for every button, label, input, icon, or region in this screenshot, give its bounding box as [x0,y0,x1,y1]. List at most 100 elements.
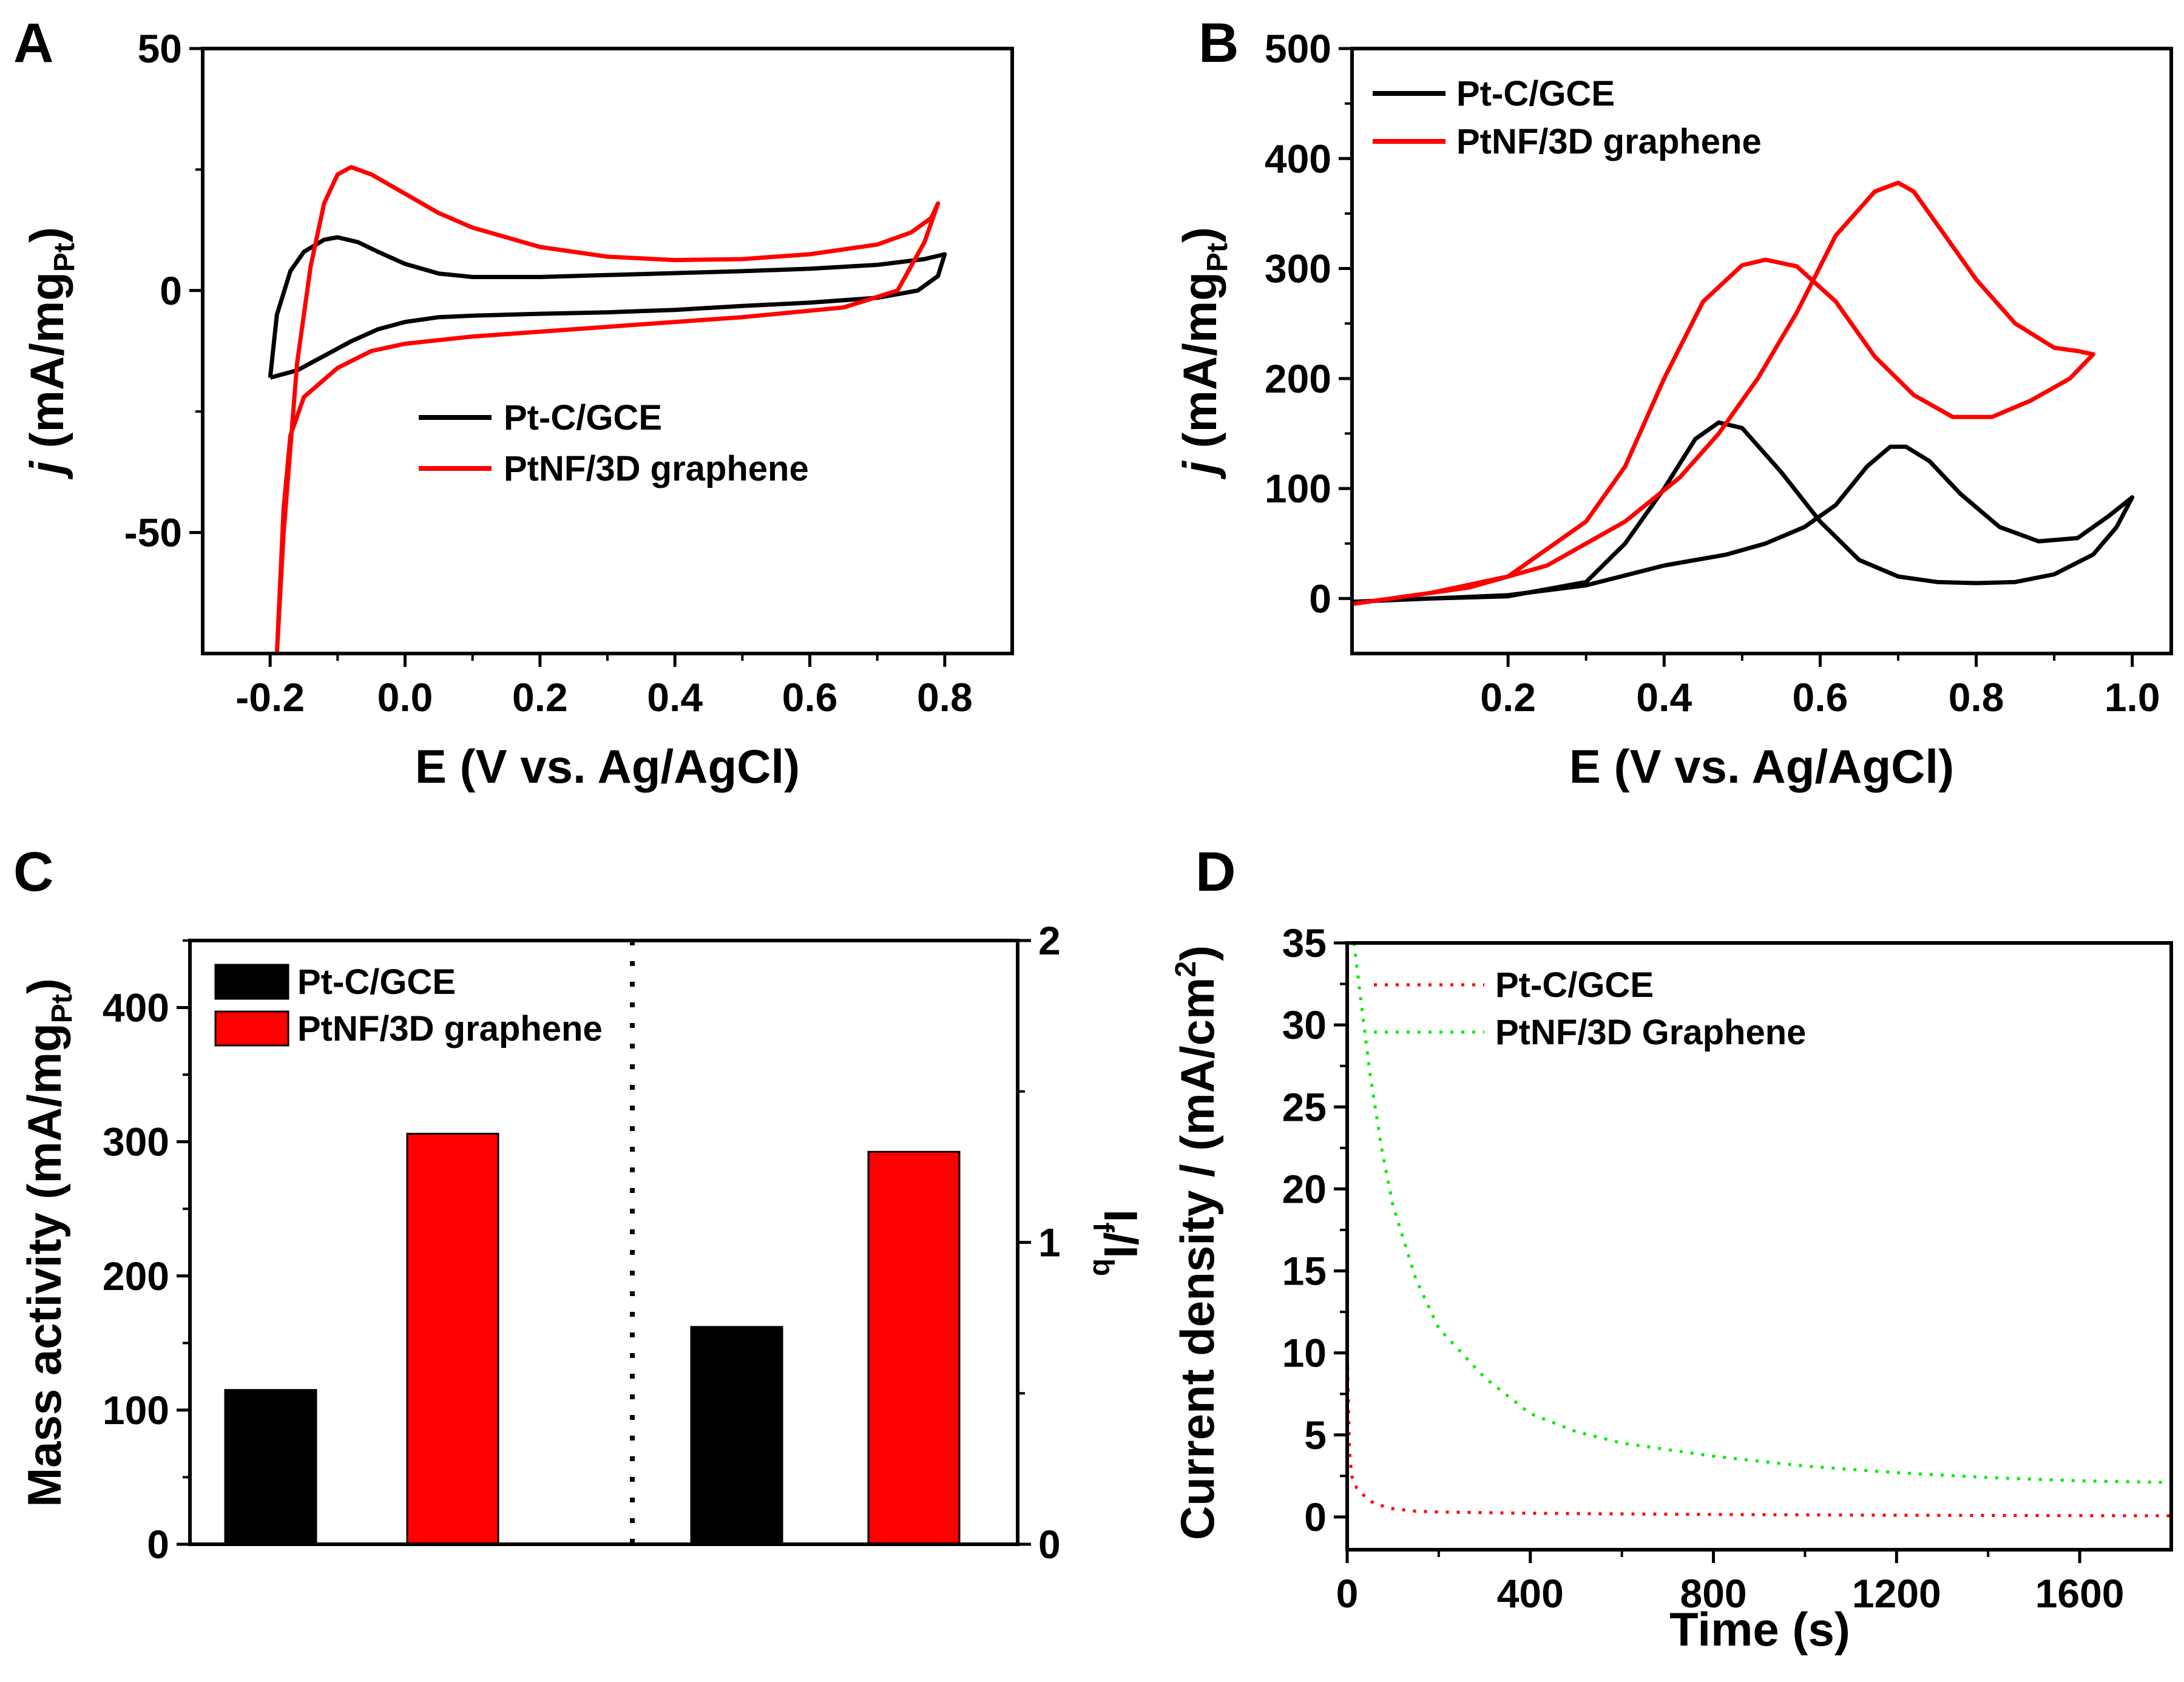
legend-c-label-0: Pt-C/GCE [297,962,456,1002]
y-tick-label-d-7: 35 [1282,920,1327,965]
x-tick-label-a-5: 0.8 [917,675,973,720]
y-right-tick-label-c-0: 0 [1038,1522,1061,1567]
x-tick-label-a-1: 0.0 [377,675,433,720]
y-axis-label-d-close: ) [1171,945,1224,961]
panel-label-a: A [13,12,53,74]
series-line-d-0 [1347,1345,2171,1518]
legend-c-label-1: PtNF/3D graphene [297,1009,603,1049]
y-axis-label-b-close: ) [1173,227,1226,243]
y-right-tick-label-c-1: 1 [1038,1220,1061,1265]
y-axis-label-b: j (mA/mgPt) [1173,227,1234,480]
y-tick-label-c-3: 300 [103,1120,169,1164]
bar-c-0-1 [406,1132,499,1545]
y-axis-label-c-close: ) [18,978,71,994]
y-tick-label-a-1: 0 [160,268,182,313]
y-axis-label-a-sub: Pt [49,243,81,272]
y-axis-label-c-right-a-sub: f [1087,1223,1119,1233]
legend-a: Pt-C/GCE PtNF/3D graphene [419,398,809,488]
y-axis-label-a-main: (mA/mg [20,272,73,461]
series-line-b-1 [1352,180,2095,606]
y-axis-label-c-right-b-sub: b [1087,1258,1119,1276]
plot-frame-a [201,47,1014,655]
x-tick-label-b-2: 0.6 [1793,675,1848,720]
y-tick-label-d-4: 20 [1282,1166,1327,1211]
bar-c-1-1 [867,1150,961,1545]
y-tick-label-c-1: 100 [103,1388,169,1433]
y-axis-label-b-sub: Pt [1202,243,1234,272]
legend-d: Pt-C/GCE PtNF/3D Graphene [1374,965,1806,1052]
x-tick-label-d-3: 1200 [1852,1571,1941,1616]
legend-d-label-0: Pt-C/GCE [1495,965,1654,1005]
y-tick-label-d-3: 15 [1282,1249,1327,1294]
legend-c: Pt-C/GCE PtNF/3D graphene [214,962,603,1049]
y-axis-label-a: j (mA/mgPt) [20,227,81,480]
series-line-a-0 [268,235,947,380]
legend-b-label-1: PtNF/3D graphene [1456,122,1762,161]
y-tick-label-c-0: 0 [147,1522,169,1567]
x-tick-label-b-0: 0.2 [1480,675,1536,720]
panel-label-c: C [13,841,53,903]
y-tick-label-d-2: 10 [1282,1331,1327,1376]
x-tick-label-a-3: 0.4 [647,675,703,720]
legend-a-label-1: PtNF/3D graphene [504,449,809,488]
legend-d-label-1: PtNF/3D Graphene [1495,1013,1806,1052]
y-tick-label-b-0: 0 [1309,576,1331,621]
series-line-b-0 [1352,420,2135,604]
legend-a-label-0: Pt-C/GCE [504,398,662,437]
panel-a: A -0.2 0.0 0.2 0.4 0.6 0.8 -50 0 50 E (V vs. Ag/… [13,12,1014,793]
y-axis-label-c: Mass activity (mA/mgPt) [18,978,78,1507]
y-axis-label-c-right-a: I [1094,1209,1148,1223]
y-axis-label-c-main: Mass activity (mA/mg [18,1023,71,1507]
bar-c-1-0 [690,1326,783,1545]
x-tick-label-b-1: 0.4 [1636,675,1692,720]
x-tick-label-d-0: 0 [1336,1571,1359,1616]
y-right-tick-label-c-2: 2 [1038,918,1061,963]
y-axis-label-d: Current density / (mA/cm2) [1170,945,1224,1540]
x-tick-label-d-4: 1600 [2035,1571,2125,1616]
bar-c-0-0 [224,1389,317,1545]
x-tick-label-d-1: 400 [1497,1571,1564,1616]
y-tick-label-d-1: 5 [1304,1413,1327,1457]
x-axis-label-a: E (V vs. Ag/AgCl) [415,740,800,793]
y-axis-label-c-sub: Pt [46,994,78,1023]
panel-b: B 0.2 0.4 0.6 0.8 1.0 0 100 200 300 400 500 E (V v… [1173,12,2173,793]
y-axis-label-d-sup: 2 [1170,961,1202,978]
y-axis-label-c-right: If/Ib [1087,1209,1148,1276]
series-line-a-1 [274,164,941,654]
y-tick-label-b-1: 100 [1265,466,1331,511]
y-tick-label-a-0: -50 [124,510,182,555]
y-axis-label-d-main: Current density / (mA/cm [1171,978,1224,1541]
y-tick-label-b-5: 500 [1265,26,1331,71]
y-tick-label-c-2: 200 [103,1254,169,1299]
y-tick-label-d-6: 30 [1282,1002,1327,1047]
x-tick-label-a-2: 0.2 [512,675,568,720]
y-tick-label-b-2: 200 [1265,356,1331,401]
x-tick-label-b-4: 1.0 [2105,675,2160,720]
y-tick-label-c-4: 400 [103,985,169,1030]
panel-label-d: D [1195,841,1236,903]
x-tick-label-a-0: -0.2 [235,675,305,720]
legend-c-swatch-1 [214,1010,289,1047]
legend-b-label-0: Pt-C/GCE [1456,74,1615,113]
y-tick-label-d-5: 25 [1282,1084,1327,1129]
y-tick-label-a-2: 50 [138,26,182,71]
plot-frame-b [1350,47,2173,655]
y-axis-label-c-right-mid: /I [1094,1232,1148,1258]
x-axis-label-b: E (V vs. Ag/AgCl) [1569,740,1954,793]
panel-label-b: B [1198,12,1239,74]
x-axis-label-d: Time (s) [1669,1603,1850,1656]
y-tick-label-b-3: 300 [1265,246,1331,291]
y-tick-label-d-0: 0 [1304,1495,1327,1539]
x-tick-label-b-3: 0.8 [1949,675,2004,720]
panel-d: D 0 400 800 1200 1600 0 5 10 15 20 25 30 35 Time (s)… [1170,841,2173,1656]
y-axis-label-b-main: (mA/mg [1173,272,1226,461]
legend-c-swatch-0 [214,964,289,1000]
plot-frame-d [1345,941,2173,1552]
y-axis-label-b-italic: j [1173,461,1226,480]
legend-b: Pt-C/GCE PtNF/3D graphene [1373,74,1762,161]
y-axis-label-a-italic: j [20,461,73,480]
y-axis-label-a-close: ) [20,227,73,243]
y-tick-label-b-4: 400 [1265,136,1331,181]
